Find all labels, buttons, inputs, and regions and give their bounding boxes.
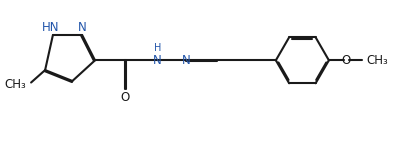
- Text: N: N: [153, 54, 162, 67]
- Text: CH₃: CH₃: [366, 54, 388, 67]
- Text: H: H: [154, 43, 161, 53]
- Text: O: O: [341, 54, 351, 67]
- Text: CH₃: CH₃: [4, 78, 26, 91]
- Text: N: N: [78, 21, 87, 34]
- Text: HN: HN: [42, 21, 60, 34]
- Text: O: O: [121, 91, 130, 104]
- Text: N: N: [182, 54, 191, 67]
